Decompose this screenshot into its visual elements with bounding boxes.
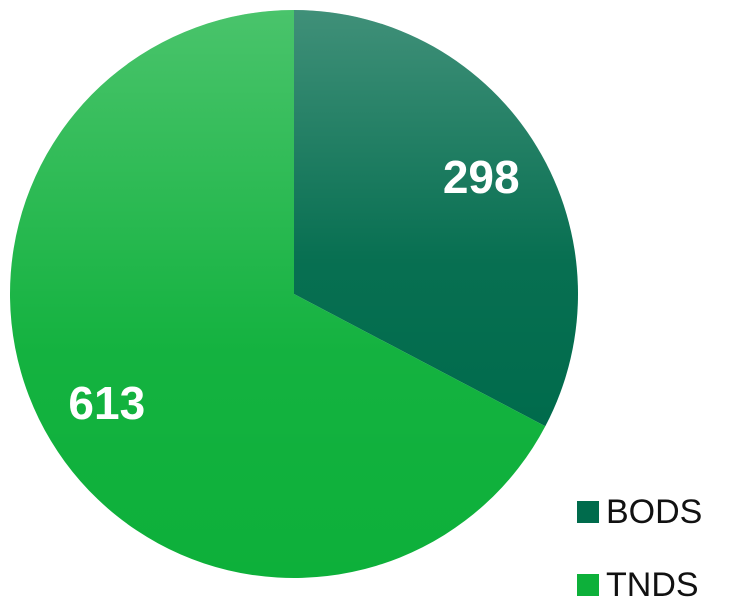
slice-sheen [9, 10, 546, 578]
legend-swatch [577, 574, 599, 596]
data-label: 613 [68, 377, 145, 429]
legend-label: TNDS [606, 566, 699, 603]
slice-sheen [294, 10, 578, 427]
data-label: 298 [443, 151, 520, 203]
legend-swatch [577, 501, 599, 523]
legend-label: BODS [606, 493, 702, 531]
